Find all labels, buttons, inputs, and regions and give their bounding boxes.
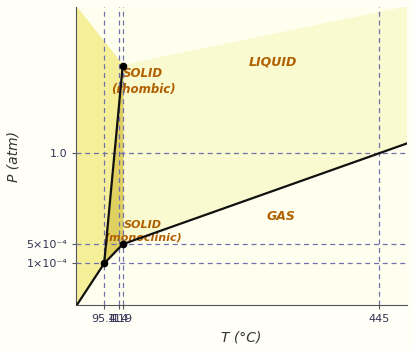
Polygon shape — [76, 7, 122, 306]
Text: SOLID: SOLID — [124, 220, 162, 230]
X-axis label: T (°C): T (°C) — [221, 330, 261, 344]
Polygon shape — [122, 7, 406, 244]
Text: SOLID: SOLID — [123, 67, 163, 80]
Text: GAS: GAS — [266, 210, 295, 223]
Text: LIQUID: LIQUID — [248, 55, 297, 68]
Y-axis label: P (atm): P (atm) — [7, 131, 21, 182]
Text: (monoclinic): (monoclinic) — [104, 232, 182, 242]
Polygon shape — [104, 66, 122, 264]
Text: (rhombic): (rhombic) — [111, 83, 175, 96]
